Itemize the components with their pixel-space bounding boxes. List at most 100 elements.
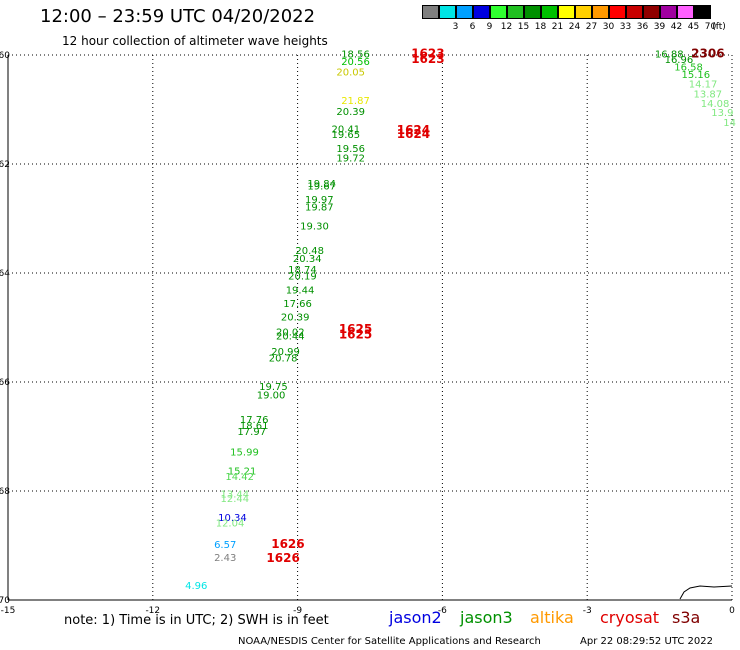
scale-swatch (524, 5, 541, 19)
scale-swatch (507, 5, 524, 19)
scale-label: 45 (687, 22, 700, 32)
legend-note: note: 1) Time is in UTC; 2) SWH is in fe… (64, 613, 329, 628)
pass-time-label: 1625 (339, 322, 372, 336)
wave-height-point: 20.02 (276, 328, 305, 339)
wave-height-point: 13.44 (221, 490, 250, 501)
scale-label: 9 (486, 22, 493, 32)
pass-time-label: 2306 (691, 47, 724, 61)
scale-label: 6 (469, 22, 476, 32)
scale-swatch (575, 5, 592, 19)
wave-height-point: 16.58 (674, 62, 703, 73)
wave-height-point: 14.17 (689, 80, 718, 91)
x-tick-label: -3 (583, 606, 592, 616)
coastline (679, 585, 733, 600)
scale-label: 3 (452, 22, 459, 32)
wave-height-point: 19.72 (336, 153, 365, 164)
wave-height-point: 15.16 (681, 70, 710, 81)
wave-height-point: 12.04 (216, 518, 245, 529)
pass-time-label: 1626 (271, 537, 304, 551)
wave-height-point: 13.87 (694, 90, 723, 101)
pass-time-label: 1624 (397, 127, 430, 141)
wave-height-point: 15.21 (228, 467, 257, 478)
pass-time-label: 1624 (397, 123, 430, 137)
scale-swatch (677, 5, 694, 19)
wave-height-point: 20.19 (288, 272, 317, 283)
pass-time-label: 1625 (339, 327, 372, 341)
chart-subtitle: 12 hour collection of altimeter wave hei… (62, 34, 328, 48)
wave-height-point: 20.39 (281, 312, 310, 323)
satellite-legend-item: altika (530, 608, 574, 627)
scale-swatch (473, 5, 490, 19)
wave-height-point: 18.56 (341, 50, 370, 61)
scale-swatch (541, 5, 558, 19)
y-tick-label: -64 (0, 269, 10, 279)
wave-height-point: 19.67 (307, 182, 336, 193)
x-tick-label: 0 (729, 606, 735, 616)
satellite-legend-item: jason2 (389, 608, 442, 627)
footer-timestamp: Apr 22 08:29:52 UTC 2022 (580, 636, 713, 647)
satellite-legend-item: jason3 (460, 608, 513, 627)
wave-height-point: 18.74 (288, 265, 317, 276)
scale-label: 30 (602, 22, 615, 32)
x-tick-label: -15 (1, 606, 16, 616)
scale-swatch (592, 5, 609, 19)
wave-height-point: 19.87 (305, 202, 334, 213)
wave-height-point: 20.99 (271, 347, 300, 358)
scale-unit: (ft) (712, 22, 726, 32)
x-tick-label: -9 (293, 606, 302, 616)
scale-swatch (643, 5, 660, 19)
scale-swatch (609, 5, 626, 19)
wave-height-point: 16.88 (655, 50, 684, 61)
wave-height-point: 4.96 (185, 581, 207, 592)
wave-height-point: 14.08 (701, 99, 730, 110)
scale-label: 42 (670, 22, 683, 32)
satellite-legend-item: cryosat (600, 608, 660, 627)
scale-swatch (626, 5, 643, 19)
wave-height-point: 13.9 (711, 108, 733, 119)
y-tick-label: -66 (0, 378, 10, 388)
wave-height-point: 19.00 (257, 390, 286, 401)
wave-height-point: 20.34 (293, 254, 322, 265)
wave-height-point: 14 (723, 118, 736, 129)
scale-label: 70 (704, 22, 717, 32)
wave-height-point: 20.56 (341, 57, 370, 68)
wave-height-point: 19.44 (286, 286, 315, 297)
wave-height-point: 20.44 (276, 331, 305, 342)
scale-swatch (694, 5, 711, 19)
y-tick-label: -68 (0, 487, 10, 497)
wave-height-point: 17.97 (237, 427, 266, 438)
scale-label: 33 (619, 22, 632, 32)
chart-title: 12:00 – 23:59 UTC 04/20/2022 (40, 6, 316, 27)
wave-height-point: 20.48 (295, 246, 324, 257)
wave-height-point: 20.39 (336, 107, 365, 118)
wave-height-point: 16.96 (665, 55, 694, 66)
scale-label: 15 (517, 22, 530, 32)
wave-height-point: 20.78 (269, 353, 298, 364)
wave-height-point: 18.61 (240, 421, 269, 432)
wave-height-point: 2.43 (214, 553, 236, 564)
wave-height-point: 19.65 (332, 130, 361, 141)
wave-height-point: 19.84 (307, 179, 336, 190)
scale-swatch (422, 5, 439, 19)
scale-swatch (558, 5, 575, 19)
wave-height-point: 20.05 (336, 68, 365, 79)
footer-organization: NOAA/NESDIS Center for Satellite Applica… (238, 636, 541, 647)
scale-label: 36 (636, 22, 649, 32)
scale-label: 18 (534, 22, 547, 32)
wave-height-point: 14.42 (225, 472, 254, 483)
wave-height-point: 15.99 (230, 448, 259, 459)
wave-height-point: 17.76 (240, 415, 269, 426)
y-tick-label: -70 (0, 596, 10, 606)
wave-height-point: 20.41 (332, 124, 361, 135)
wave-height-point: 17.66 (283, 299, 312, 310)
wave-height-point: 19.97 (305, 195, 334, 206)
scale-label: 27 (585, 22, 598, 32)
wave-height-point: 19.56 (336, 144, 365, 155)
scale-swatch (439, 5, 456, 19)
wave-height-point: 10.34 (218, 513, 247, 524)
pass-time-label: 1623 (411, 47, 444, 61)
y-tick-label: -60 (0, 51, 10, 61)
pass-time-label: 1623 (411, 52, 444, 66)
scale-label: 24 (568, 22, 581, 32)
x-tick-label: -12 (145, 606, 160, 616)
